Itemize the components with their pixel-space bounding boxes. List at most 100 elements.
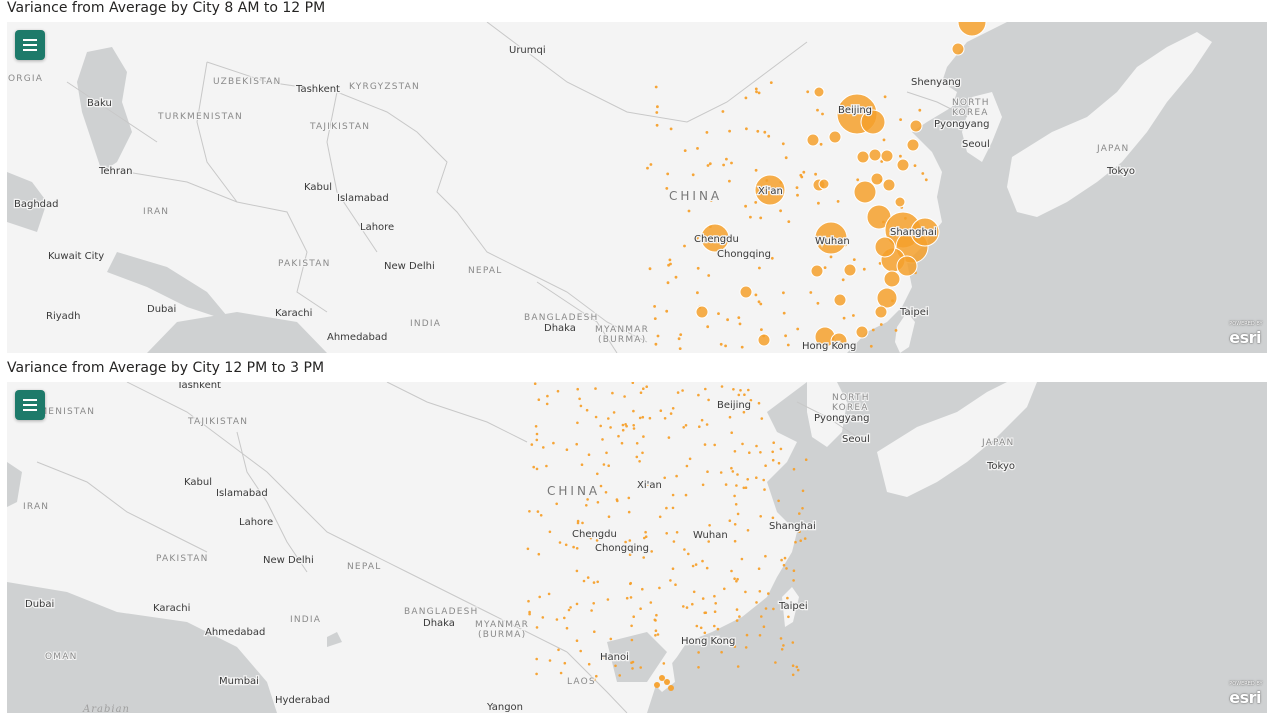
city-marker[interactable] bbox=[581, 521, 584, 525]
city-marker[interactable] bbox=[631, 382, 635, 384]
city-marker[interactable] bbox=[623, 395, 626, 398]
city-marker[interactable] bbox=[749, 215, 752, 219]
city-marker[interactable] bbox=[758, 266, 761, 270]
city-marker[interactable] bbox=[644, 535, 648, 538]
city-marker[interactable] bbox=[748, 451, 751, 454]
city-marker[interactable] bbox=[801, 489, 805, 493]
city-marker[interactable] bbox=[526, 547, 530, 551]
city-marker[interactable] bbox=[763, 488, 766, 491]
city-marker[interactable] bbox=[852, 258, 856, 261]
city-marker[interactable] bbox=[675, 531, 679, 534]
city-marker[interactable] bbox=[795, 665, 799, 669]
city-marker[interactable] bbox=[836, 200, 840, 203]
city-marker[interactable] bbox=[746, 478, 749, 481]
city-marker[interactable] bbox=[632, 424, 635, 427]
city-marker[interactable] bbox=[792, 467, 796, 471]
city-marker[interactable] bbox=[771, 450, 774, 454]
city-marker[interactable] bbox=[599, 484, 603, 488]
city-marker[interactable] bbox=[683, 149, 687, 152]
city-marker[interactable] bbox=[856, 150, 870, 164]
city-marker[interactable] bbox=[675, 474, 678, 478]
city-marker[interactable] bbox=[545, 464, 548, 468]
city-marker[interactable] bbox=[763, 130, 767, 134]
city-marker[interactable] bbox=[607, 464, 610, 467]
city-marker[interactable] bbox=[833, 293, 847, 307]
city-marker[interactable] bbox=[817, 201, 820, 205]
city-marker[interactable] bbox=[563, 616, 566, 620]
city-marker[interactable] bbox=[894, 329, 898, 332]
city-marker[interactable] bbox=[874, 236, 896, 258]
city-marker[interactable] bbox=[695, 624, 699, 628]
city-marker[interactable] bbox=[691, 564, 695, 568]
city-marker[interactable] bbox=[780, 558, 783, 562]
city-marker[interactable] bbox=[656, 105, 659, 109]
city-marker[interactable] bbox=[703, 631, 707, 635]
city-marker[interactable] bbox=[639, 666, 642, 669]
city-marker[interactable] bbox=[739, 285, 753, 299]
city-marker[interactable] bbox=[575, 547, 579, 550]
city-marker[interactable] bbox=[758, 634, 762, 637]
city-marker[interactable] bbox=[882, 178, 896, 192]
city-marker[interactable] bbox=[730, 569, 733, 573]
city-marker[interactable] bbox=[685, 464, 689, 468]
city-marker[interactable] bbox=[565, 626, 569, 630]
city-marker[interactable] bbox=[757, 401, 761, 405]
city-marker[interactable] bbox=[767, 134, 771, 138]
city-marker[interactable] bbox=[620, 441, 624, 445]
city-marker[interactable] bbox=[756, 129, 760, 133]
city-marker[interactable] bbox=[719, 471, 723, 474]
city-marker[interactable] bbox=[654, 85, 658, 89]
city-marker[interactable] bbox=[754, 87, 758, 91]
city-marker[interactable] bbox=[662, 662, 666, 665]
city-marker[interactable] bbox=[671, 567, 675, 570]
city-marker[interactable] bbox=[802, 170, 806, 174]
city-marker[interactable] bbox=[906, 138, 920, 152]
city-marker[interactable] bbox=[709, 198, 713, 202]
city-marker[interactable] bbox=[605, 451, 608, 455]
city-marker[interactable] bbox=[787, 220, 791, 224]
city-marker[interactable] bbox=[532, 465, 535, 469]
city-marker[interactable] bbox=[556, 389, 560, 393]
city-marker[interactable] bbox=[656, 633, 660, 636]
city-marker[interactable] bbox=[632, 427, 636, 430]
city-marker[interactable] bbox=[539, 514, 543, 517]
city-marker[interactable] bbox=[621, 423, 625, 427]
city-marker[interactable] bbox=[876, 287, 898, 309]
city-marker[interactable] bbox=[814, 221, 848, 255]
city-marker[interactable] bbox=[813, 86, 825, 98]
city-marker[interactable] bbox=[896, 158, 910, 172]
city-marker[interactable] bbox=[642, 556, 645, 559]
city-marker[interactable] bbox=[638, 460, 641, 463]
city-marker[interactable] bbox=[654, 629, 658, 632]
city-marker[interactable] bbox=[737, 316, 741, 319]
city-marker[interactable] bbox=[547, 592, 551, 596]
city-marker[interactable] bbox=[705, 131, 709, 134]
city-marker[interactable] bbox=[645, 385, 648, 388]
city-marker[interactable] bbox=[603, 655, 606, 659]
city-marker[interactable] bbox=[654, 342, 658, 346]
city-marker[interactable] bbox=[781, 142, 785, 146]
city-marker[interactable] bbox=[589, 536, 593, 540]
city-marker[interactable] bbox=[739, 389, 742, 392]
city-marker[interactable] bbox=[730, 431, 733, 434]
city-marker[interactable] bbox=[654, 634, 657, 637]
city-marker[interactable] bbox=[707, 274, 711, 277]
city-marker[interactable] bbox=[883, 270, 901, 288]
city-marker[interactable] bbox=[537, 552, 541, 556]
city-marker[interactable] bbox=[707, 398, 710, 402]
city-marker[interactable] bbox=[653, 305, 656, 308]
city-marker[interactable] bbox=[747, 388, 750, 392]
city-marker[interactable] bbox=[740, 345, 744, 349]
city-marker[interactable] bbox=[676, 391, 680, 394]
city-marker[interactable] bbox=[732, 388, 735, 391]
city-marker[interactable] bbox=[880, 160, 884, 163]
city-marker[interactable] bbox=[782, 563, 786, 567]
city-marker[interactable] bbox=[701, 559, 704, 563]
city-marker[interactable] bbox=[787, 615, 790, 619]
city-marker[interactable] bbox=[575, 442, 578, 446]
city-marker[interactable] bbox=[535, 657, 538, 661]
city-marker[interactable] bbox=[649, 163, 653, 166]
city-marker[interactable] bbox=[630, 638, 634, 642]
city-marker[interactable] bbox=[585, 408, 589, 412]
city-marker[interactable] bbox=[574, 534, 577, 538]
